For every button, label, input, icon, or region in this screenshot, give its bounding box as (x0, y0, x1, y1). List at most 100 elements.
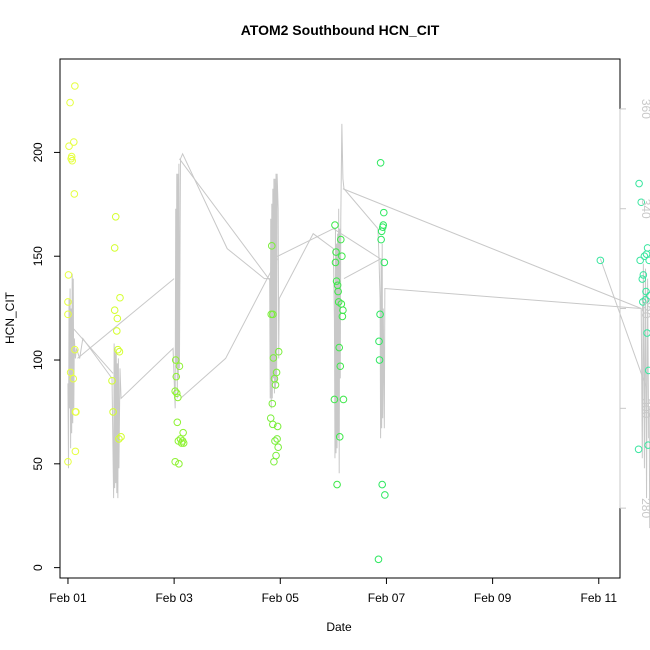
y2-tick-label: 340 (639, 199, 650, 219)
x-tick-label: Feb 05 (262, 591, 300, 605)
data-point (380, 258, 389, 267)
data-point (71, 345, 79, 354)
data-point (643, 244, 650, 252)
data-point (71, 447, 80, 456)
hcn-points (64, 82, 650, 564)
data-point (336, 235, 345, 244)
data-point (110, 244, 119, 252)
data-point (379, 208, 388, 217)
data-point (174, 393, 182, 402)
data-point (643, 329, 650, 337)
y-tick-label: 50 (31, 457, 45, 471)
data-point (270, 457, 278, 466)
data-point (115, 347, 124, 356)
data-point (645, 256, 650, 265)
data-point (596, 256, 605, 265)
data-point (175, 362, 184, 371)
altitude-connector (179, 158, 277, 289)
data-point (70, 190, 79, 198)
y2-tick-label: 320 (639, 299, 650, 319)
data-point (333, 480, 341, 489)
data-point (636, 256, 644, 265)
y2-tick-label: 300 (639, 398, 650, 418)
x-tick-label: Feb 07 (368, 591, 406, 605)
data-point (332, 277, 341, 285)
data-point (378, 480, 386, 489)
data-point (639, 271, 648, 279)
data-point (641, 296, 650, 304)
x-axis: Feb 01 Feb 03 Feb 05 Feb 07 Feb 09 Feb 11 (49, 577, 618, 605)
data-point (271, 381, 280, 389)
altitude-connector (72, 328, 114, 374)
data-point (171, 457, 179, 466)
data-point (67, 152, 76, 161)
data-point (172, 389, 181, 398)
data-point (634, 445, 643, 454)
data-point (635, 179, 643, 188)
y-tick-label: 200 (31, 142, 45, 162)
data-point (273, 435, 281, 443)
x-tick-label: Feb 09 (474, 591, 512, 605)
data-point (339, 306, 347, 314)
data-point (642, 287, 650, 296)
data-point (71, 82, 79, 90)
data-point (274, 443, 282, 452)
x-tick-label: Feb 03 (155, 591, 193, 605)
data-point (376, 159, 385, 167)
data-point (64, 310, 72, 319)
y2-tick-label: 360 (639, 99, 650, 119)
data-point (272, 451, 280, 460)
altitude-connector (272, 228, 381, 260)
x-tick-label: Feb 11 (581, 591, 618, 605)
y-axis-right: 280 300 320 340 360 (619, 99, 650, 518)
data-point (64, 457, 72, 466)
data-point (272, 368, 281, 377)
data-point (381, 491, 389, 499)
data-point (115, 435, 123, 443)
data-point (271, 437, 279, 445)
y2-tick-label: 280 (639, 498, 650, 518)
data-point (116, 293, 124, 302)
data-point (377, 235, 385, 244)
data-point (269, 420, 277, 429)
altitude-connector (599, 258, 648, 389)
data-point (112, 327, 121, 335)
data-point (171, 387, 179, 395)
data-point (108, 376, 116, 385)
data-point (171, 356, 180, 364)
data-point (66, 368, 75, 377)
x-tick-label: Feb 01 (49, 591, 87, 605)
data-point (65, 142, 73, 150)
data-point (375, 337, 383, 346)
data-point (638, 275, 647, 283)
data-point (336, 362, 345, 371)
data-point (114, 345, 122, 354)
data-point (266, 414, 275, 422)
data-point (69, 374, 78, 383)
y-tick-label: 0 (31, 564, 45, 571)
data-point (338, 252, 346, 261)
data-point (179, 428, 187, 437)
altitude-line-series (67, 123, 650, 529)
y-axis-left: 0 50 100 150 200 (31, 142, 61, 571)
data-point (331, 258, 340, 267)
data-point (379, 221, 388, 229)
chart-title: ATOM2 Southbound HCN_CIT (241, 22, 440, 38)
data-point (637, 198, 646, 207)
data-point (64, 298, 72, 306)
data-point (268, 399, 277, 408)
data-point (331, 221, 339, 229)
data-point (274, 347, 283, 356)
data-point (111, 212, 120, 221)
data-point (375, 356, 384, 364)
x-axis-label: Date (326, 620, 352, 634)
data-point (644, 366, 650, 375)
data-point (173, 418, 182, 427)
altitude-trace (67, 123, 650, 529)
data-point (335, 343, 344, 352)
data-point (113, 314, 122, 323)
data-point (640, 252, 649, 261)
altitude-connector (342, 188, 642, 309)
altitude-connector (77, 278, 175, 359)
data-point (110, 306, 119, 314)
